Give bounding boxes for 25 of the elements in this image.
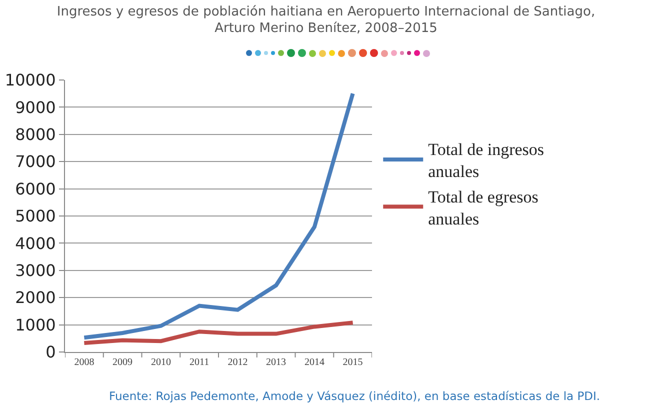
x-tick-label: 2010 — [150, 357, 171, 368]
y-tick-label: 4000 — [15, 234, 56, 253]
y-tick-label: 8000 — [15, 125, 56, 144]
line-series — [82, 320, 355, 346]
y-tick-label: 2000 — [15, 288, 56, 308]
chart-title: Ingresos y egresos de población haitiana en Aeropuerto Internacional de Santiago, Arturo Merino Benítez, 2008–2015 — [56, 4, 596, 36]
y-tick-label: 0 — [46, 342, 56, 362]
x-tick-label: 2008 — [74, 357, 94, 368]
source-note: Fuente: Rojas Pedemonte, Amode y Vásquez (inédito), en base estadísticas de la PDI. — [109, 389, 600, 403]
y-tick-label: 6000 — [15, 179, 56, 198]
legend-label: Total de egresos anuales — [428, 187, 538, 228]
y-tick-label: 1000 — [15, 315, 56, 334]
x-tick-label: 2012 — [228, 357, 248, 368]
x-tick-label: 2011 — [189, 357, 210, 368]
x-tick-label: 2015 — [342, 357, 363, 368]
y-tick-label: 5000 — [15, 206, 56, 226]
legend-label: Total de ingresos anuales — [428, 140, 544, 182]
x-tick-label: 2014 — [304, 357, 324, 368]
x-tick-label: 2009 — [112, 357, 133, 368]
y-tick-label: 9000 — [15, 98, 56, 117]
y-tick-label: 10000 — [4, 70, 56, 90]
y-tick-label: 7000 — [15, 152, 56, 172]
line-series — [82, 92, 355, 340]
x-tick-label: 2013 — [266, 357, 286, 368]
y-tick-label: 3000 — [15, 261, 56, 280]
